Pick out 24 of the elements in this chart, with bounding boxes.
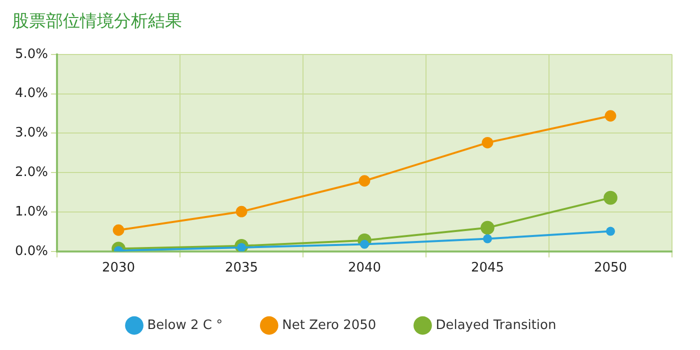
x-tick-label: 2030 — [102, 260, 136, 276]
point — [604, 190, 618, 205]
legend-label: Net Zero 2050 — [282, 318, 376, 333]
point — [112, 224, 124, 236]
x-tick-label: 2035 — [224, 260, 258, 276]
point — [482, 136, 494, 148]
point — [606, 226, 616, 236]
x-tick-label: 2040 — [348, 260, 382, 276]
point — [604, 110, 616, 122]
chart-title: 股票部位情境分析結果 — [12, 12, 182, 32]
y-tick-label: 1.0% — [14, 204, 48, 220]
y-tick-label: 5.0% — [14, 46, 48, 62]
point — [480, 220, 494, 235]
legend-label: Delayed Transition — [436, 318, 556, 333]
y-tick-label: 3.0% — [14, 126, 48, 141]
y-tick-label: 2.0% — [14, 164, 48, 180]
x-tick-label: 2050 — [594, 260, 628, 276]
point — [483, 234, 492, 244]
point — [236, 206, 248, 218]
y-tick-label: 0.0% — [14, 244, 48, 259]
point — [358, 175, 370, 187]
x-tick-label: 2045 — [470, 260, 504, 276]
y-tick-label: 4.0% — [14, 86, 48, 102]
legend-label: Below 2 C ° — [147, 318, 223, 333]
